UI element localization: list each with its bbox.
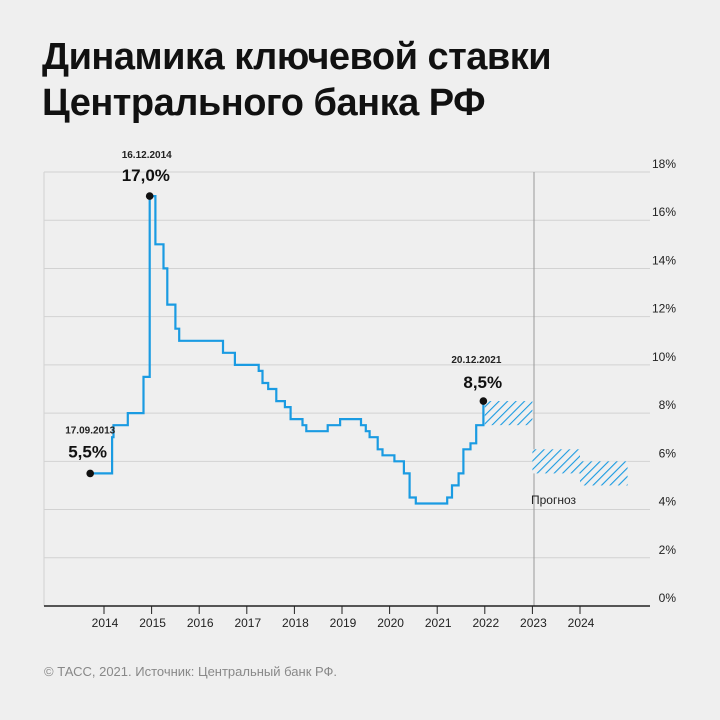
chart-title-line-2: Центрального банка РФ [42,82,486,124]
x-tick-label: 2019 [330,616,357,630]
annotation-date: 20.12.2021 [451,355,501,366]
chart-title-line-1: Динамика ключевой ставки [42,36,552,78]
x-tick-label: 2017 [234,616,261,630]
x-tick-label: 2022 [472,616,499,630]
y-tick-label: 8% [659,398,677,412]
y-tick-label: 10% [652,350,676,364]
x-tick-label: 2014 [92,616,119,630]
y-tick-label: 12% [652,302,676,316]
y-tick-label: 16% [652,205,676,219]
annotation-date: 17.09.2013 [65,425,115,436]
y-tick-label: 14% [652,253,676,267]
source-footer: © ТАСС, 2021. Источник: Центральный банк… [44,664,338,679]
annotation-value: 5,5% [68,442,107,461]
x-tick-label: 2018 [282,616,309,630]
axes: 0% 2% 4% 6% 8% 10% 12% 14% 16% 18% 2014 2015 2016 201… [44,157,676,630]
annotation-date: 16.12.2014 [122,150,172,161]
forecast-areas: Прогноз [484,401,628,507]
x-tick-label: 2016 [187,616,214,630]
forecast-range-1 [484,401,533,426]
forecast-range-3 [580,461,628,486]
forecast-label: Прогноз [531,493,577,507]
y-tick-label: 4% [659,495,677,509]
x-tick-label: 2015 [139,616,166,630]
y-tick-label: 18% [652,157,676,171]
x-tick-label: 2021 [425,616,452,630]
y-tick-label: 6% [659,446,677,460]
annotation-marker [145,192,154,200]
annotation-marker [479,397,488,405]
x-tick-label: 2023 [520,616,547,630]
key-rate-step-line [90,195,485,505]
annotation-value: 17,0% [122,166,170,185]
series-layer [90,195,485,505]
forecast-range-2 [532,449,580,474]
y-tick-label: 2% [659,543,677,557]
y-tick-label: 0% [659,591,677,605]
chart-title: Динамика ключевой ставки Центрального ба… [42,34,552,126]
x-tick-label: 2020 [377,616,404,630]
grid [43,171,650,606]
annotations: 17.09.2013 5,5% 16.12.2014 17,0% 20.12.2021 8… [65,150,502,478]
annotation-marker [86,469,94,478]
x-tick-label: 2024 [568,616,595,630]
annotation-value: 8,5% [463,373,502,392]
